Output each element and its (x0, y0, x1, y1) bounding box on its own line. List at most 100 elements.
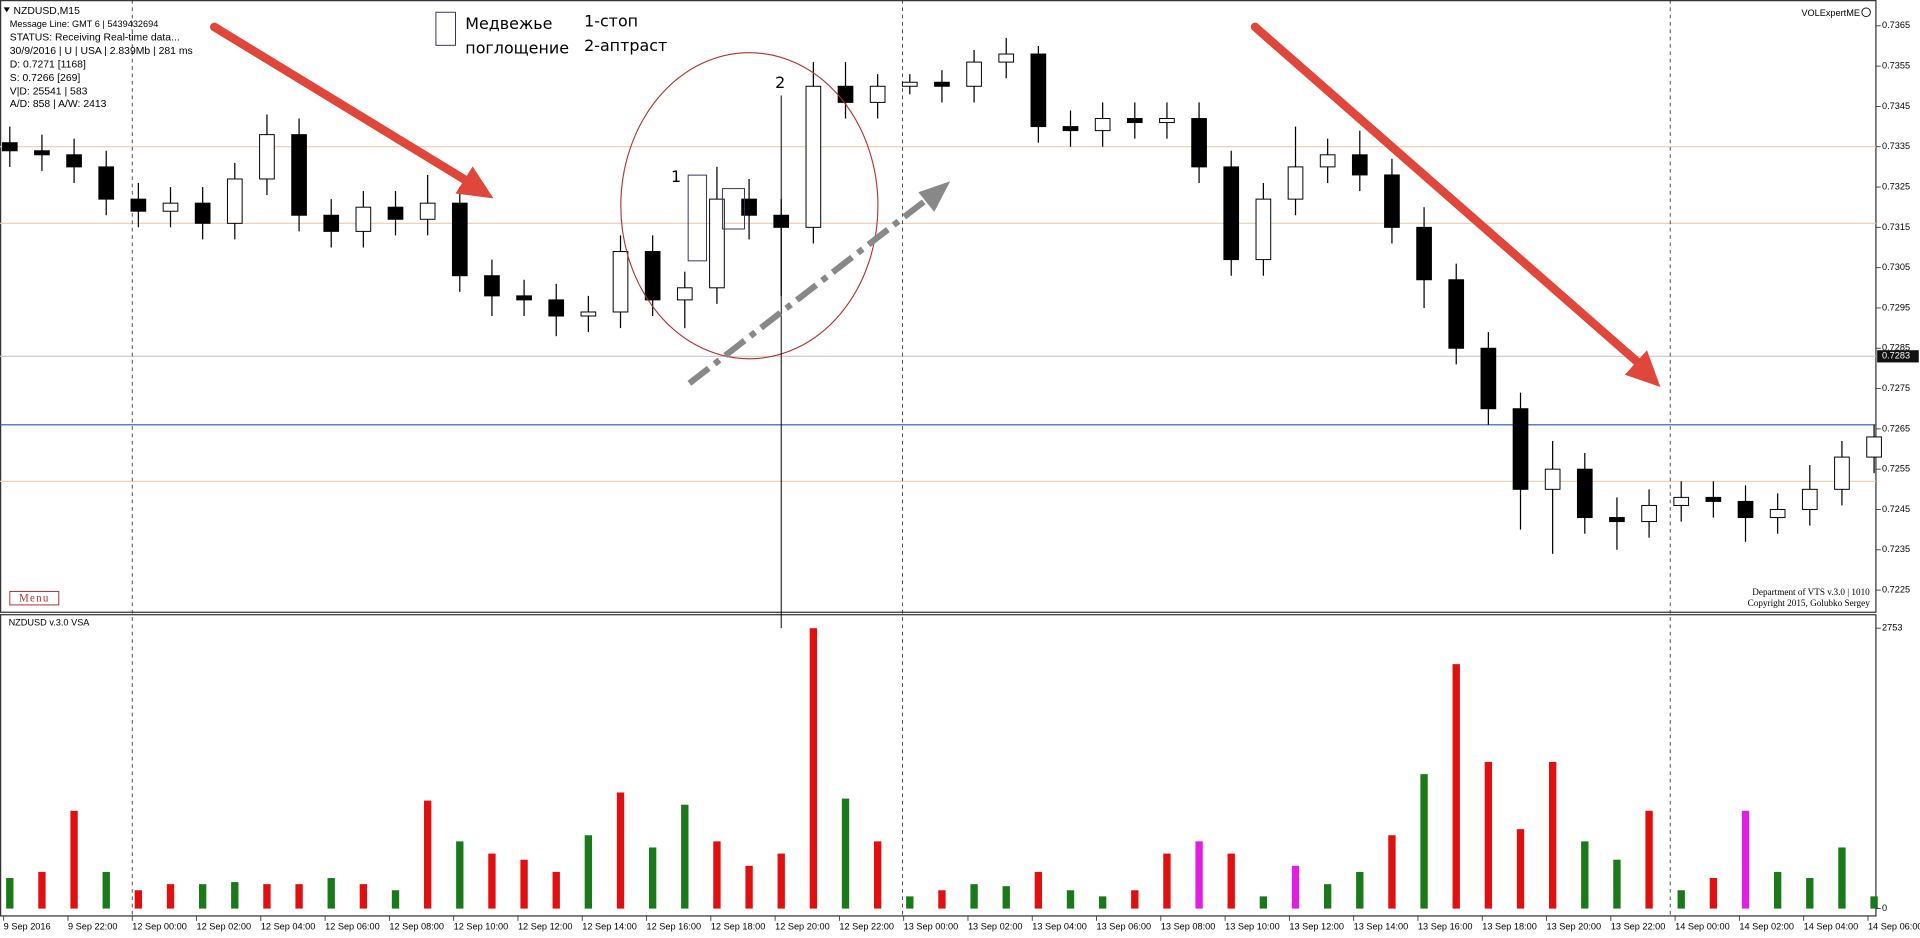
candle-body (387, 206, 404, 220)
volume-bar (1452, 664, 1460, 909)
levels (0, 146, 1876, 482)
volume-bar (1838, 847, 1846, 909)
price-panel (0, 0, 1877, 613)
candle-body (1641, 504, 1657, 523)
x-tick-label: 12 Sep 02:00 (197, 921, 252, 931)
x-tick-label: 12 Sep 00:00 (132, 921, 187, 931)
volume-bar (1870, 896, 1878, 909)
candle-body (1191, 118, 1207, 168)
volume-bar (231, 882, 239, 909)
volume-bar (488, 853, 496, 909)
y-tick-label: 0.7325 (1882, 181, 1910, 191)
menu-arrow[interactable] (3, 7, 10, 13)
candle-body (1255, 198, 1272, 261)
volume-bar (584, 835, 593, 909)
candle-body (676, 287, 693, 301)
day-separators (131, 0, 1671, 916)
volume-bar (70, 810, 78, 909)
candle-body (1609, 517, 1625, 523)
volume-bar (648, 847, 657, 909)
candle-body (226, 178, 243, 224)
y-tick-label: 2753 (1882, 623, 1902, 633)
volume-bar (1388, 835, 1396, 909)
info-line: STATUS: Receiving Real-time data... (10, 33, 180, 44)
x-tick-label: 13 Sep 20:00 (1547, 921, 1602, 931)
volume-bar (681, 804, 689, 909)
candle-body (1480, 347, 1497, 410)
x-tick-label: 13 Sep 06:00 (1097, 921, 1152, 931)
menu-label[interactable]: Menu (19, 592, 50, 604)
volume-bar (745, 865, 753, 909)
volume-bar (166, 884, 175, 909)
volume-bar (102, 871, 110, 909)
volume-bar (1420, 774, 1428, 909)
candle-body (1866, 436, 1882, 458)
candle-body (805, 85, 822, 228)
current-price-box (1877, 350, 1919, 363)
volume-bar (134, 890, 143, 909)
x-tick-label: 12 Sep 10:00 (454, 921, 509, 931)
x-tick-label: 13 Sep 02:00 (968, 921, 1023, 931)
volume-bar (1163, 853, 1171, 909)
chart-title: NZDUSD,M15 (13, 6, 80, 17)
annotation: 2-аптраст (584, 36, 667, 55)
y-tick-label: 0.7255 (1882, 464, 1910, 474)
volume-bar (1323, 884, 1332, 909)
menu-button[interactable] (9, 590, 60, 606)
info-line: D: 0.7271 [1168] (10, 60, 86, 71)
candle-body (741, 198, 757, 216)
candle-body (1673, 496, 1690, 506)
annotation: поглощение (465, 39, 569, 58)
red-arrow (210, 22, 476, 188)
volume-title: NZDUSD v.3.0 VSA (9, 618, 91, 628)
x-tick-label: 12 Sep 20:00 (775, 921, 830, 931)
candle-body (1769, 508, 1786, 519)
y-tick-label: 0.7315 (1882, 222, 1910, 232)
candle-body (644, 251, 661, 301)
candle-body (548, 299, 565, 317)
x-tick-label: 13 Sep 22:00 (1611, 921, 1666, 931)
candle-body (1834, 456, 1850, 490)
annotation: 1-стоп (584, 12, 638, 31)
candle-body (291, 134, 307, 216)
candle-body (966, 61, 982, 87)
volume-bar (1034, 871, 1043, 909)
volume-bar (359, 884, 368, 909)
smiley-icon (1861, 7, 1871, 17)
candle-body (98, 166, 115, 200)
candle-body (1319, 154, 1336, 168)
volume-bar (38, 871, 46, 909)
x-tick-label: 12 Sep 16:00 (647, 921, 702, 931)
candle-body (66, 154, 82, 168)
volume-bar (1131, 890, 1139, 909)
x-tick-label: 13 Sep 04:00 (1032, 921, 1087, 931)
x-tick-label: 9 Sep 2016 (4, 921, 51, 931)
candle-body (869, 85, 886, 103)
volume-bar (1002, 886, 1010, 909)
volume-bar (456, 841, 464, 909)
y-tick-label: 0.7335 (1882, 141, 1910, 151)
footer-line: Copyright 2015, Golubko Sergey (1748, 598, 1871, 608)
candle-body (1801, 488, 1818, 510)
volume-bar (6, 878, 14, 909)
volume-bar (1516, 829, 1525, 909)
candle-body (259, 134, 275, 180)
y-tick-label: 0.7225 (1882, 585, 1910, 595)
candle-body (1094, 118, 1111, 132)
x-tick-label: 12 Sep 18:00 (711, 921, 766, 931)
y-tick-label: 0.7365 (1882, 20, 1910, 30)
volume-bar (1484, 761, 1493, 909)
volume-bar (777, 853, 785, 909)
candle-body (1384, 174, 1400, 228)
x-tick-label: 13 Sep 10:00 (1225, 921, 1280, 931)
x-tick-label: 14 Sep 00:00 (1675, 921, 1730, 931)
x-tick-label: 14 Sep 06:00 (1868, 921, 1920, 931)
volume-bar (1806, 878, 1814, 909)
candle-body (1030, 53, 1047, 128)
watermark: VOLExpertME (1801, 8, 1860, 18)
y-tick-label: 0.7345 (1882, 101, 1910, 111)
volume-bar (906, 896, 914, 909)
candle-body (34, 150, 50, 156)
x-tick-label: 13 Sep 08:00 (1161, 921, 1216, 931)
